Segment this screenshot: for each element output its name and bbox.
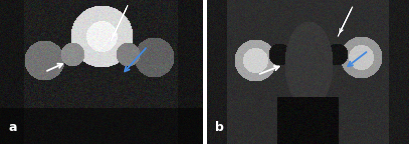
Text: b: b	[215, 121, 223, 134]
Text: a: a	[8, 121, 17, 134]
